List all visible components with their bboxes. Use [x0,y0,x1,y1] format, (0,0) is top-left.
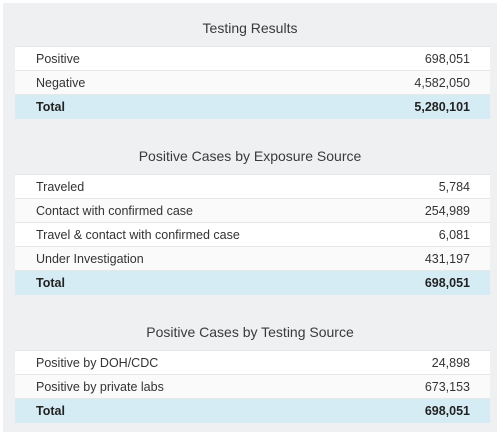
row-value: 6,081 [438,228,470,242]
table-row: Negative 4,582,050 [15,71,490,95]
testing-results-section: Testing Results [3,18,497,38]
total-label: Total [36,100,65,114]
exposure-source-section: Positive Cases by Exposure Source [3,146,497,166]
row-label: Travel & contact with confirmed case [36,228,240,242]
testing-source-section: Positive Cases by Testing Source [3,322,497,342]
total-label: Total [36,404,65,418]
total-value: 698,051 [424,404,470,418]
total-row: Total 5,280,101 [15,95,490,119]
row-value: 673,153 [424,380,470,394]
row-label: Negative [36,76,86,90]
row-value: 254,989 [424,204,470,218]
total-row: Total 698,051 [15,271,490,295]
row-label: Positive by private labs [36,380,164,394]
section-title: Positive Cases by Exposure Source [138,148,362,164]
row-label: Contact with confirmed case [36,204,194,218]
table-row: Positive 698,051 [15,47,490,71]
total-value: 698,051 [424,276,470,290]
row-label: Traveled [36,180,85,194]
table-row: Positive by private labs 673,153 [15,375,490,399]
row-value: 5,784 [438,180,470,194]
row-label: Positive [36,52,80,66]
table-row: Under Investigation 431,197 [15,247,490,271]
row-value: 431,197 [424,252,470,266]
table-row: Travel & contact with confirmed case 6,0… [15,223,490,247]
total-label: Total [36,276,65,290]
total-value: 5,280,101 [414,100,470,114]
section-title: Testing Results [202,20,298,36]
table-row: Positive by DOH/CDC 24,898 [15,351,490,375]
table-row: Traveled 5,784 [15,175,490,199]
row-label: Positive by DOH/CDC [36,356,159,370]
testing-source-table: Positive by DOH/CDC 24,898 Positive by p… [15,350,490,423]
stats-panel: Testing Results Positive 698,051 Negativ… [3,3,497,432]
row-label: Under Investigation [36,252,144,266]
table-row: Contact with confirmed case 254,989 [15,199,490,223]
section-title: Positive Cases by Testing Source [146,324,354,340]
total-row: Total 698,051 [15,399,490,423]
row-value: 4,582,050 [414,76,470,90]
row-value: 698,051 [424,52,470,66]
testing-results-table: Positive 698,051 Negative 4,582,050 Tota… [15,46,490,119]
exposure-source-table: Traveled 5,784 Contact with confirmed ca… [15,174,490,295]
row-value: 24,898 [431,356,470,370]
